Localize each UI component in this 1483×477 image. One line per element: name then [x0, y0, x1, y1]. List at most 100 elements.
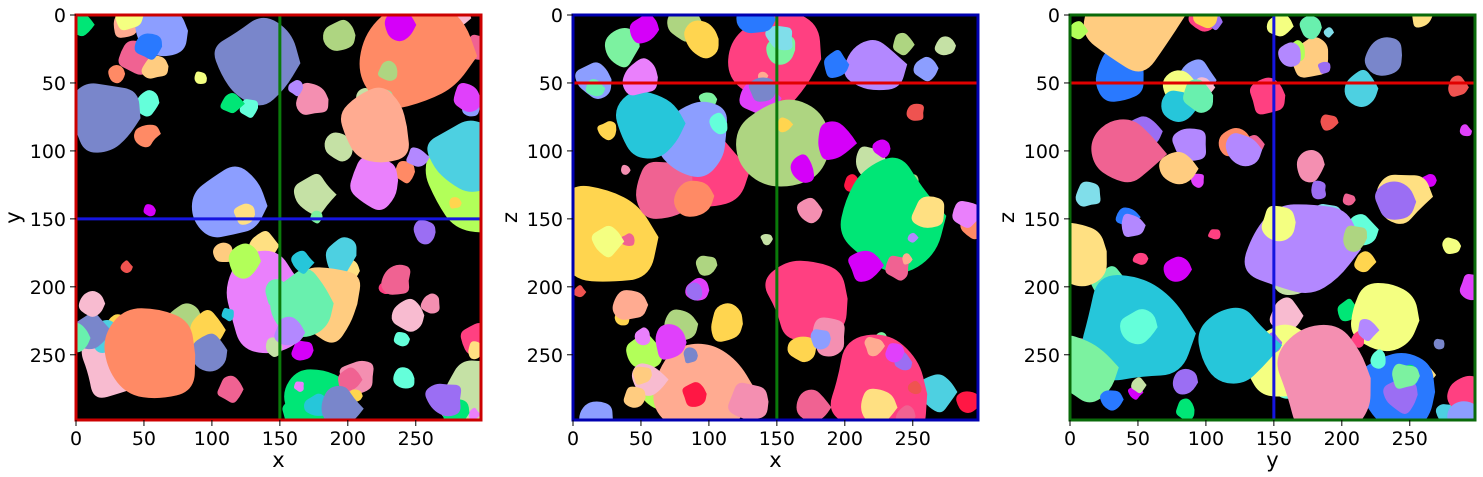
x-tick-label: 250 [895, 428, 931, 450]
label-region [143, 204, 156, 217]
y-axis-label: z [498, 212, 522, 223]
label-region [217, 375, 244, 403]
label-region [291, 250, 315, 274]
label-region [141, 55, 169, 79]
label-region [1343, 225, 1367, 252]
label-region [810, 329, 831, 350]
label-region [1163, 256, 1192, 282]
label-region [1070, 335, 1119, 403]
label-region [872, 139, 891, 158]
label-region [956, 391, 978, 413]
label-region [760, 234, 773, 246]
label-region [1191, 173, 1204, 188]
label-region [1083, 15, 1186, 72]
label-region [728, 382, 769, 420]
x-tick-label: 50 [629, 428, 653, 450]
label-region [597, 121, 617, 141]
label-region [350, 156, 399, 210]
y-tick-label: 0 [54, 5, 66, 27]
label-region [449, 197, 462, 209]
label-region [612, 290, 649, 320]
label-region [686, 282, 703, 301]
label-region [796, 389, 832, 420]
label-region [1459, 124, 1472, 137]
label-region [377, 60, 398, 81]
label-region [906, 103, 924, 121]
x-tick-label: 250 [1392, 428, 1428, 450]
y-tick-label: 50 [539, 73, 563, 95]
label-region [76, 322, 91, 353]
x-tick-label: 0 [1064, 428, 1076, 450]
label-region [1358, 318, 1380, 342]
label-region [1344, 69, 1379, 108]
label-region [1320, 114, 1339, 131]
y-tick-label: 200 [527, 277, 563, 299]
label-region [1383, 378, 1418, 414]
y-tick-label: 50 [42, 73, 66, 95]
x-tick-label: 200 [330, 428, 366, 450]
label-region [1249, 77, 1286, 115]
x-tick-label: 50 [132, 428, 156, 450]
x-tick-label: 50 [1126, 428, 1150, 450]
label-region [634, 327, 651, 346]
x-tick-label: 150 [262, 428, 298, 450]
label-region [1375, 181, 1417, 220]
label-region [384, 15, 417, 42]
label-region [76, 83, 141, 153]
label-region [1459, 274, 1475, 301]
label-region [1269, 297, 1304, 332]
label-region [902, 253, 913, 265]
y-axis-label: z [995, 212, 1019, 223]
label-region [453, 82, 481, 113]
y-tick-label: 100 [30, 141, 66, 163]
panel-xz: 0 50 100 150 200 250 0 50 100 150 200 250 x z [498, 5, 980, 472]
label-region [1070, 222, 1107, 287]
label-region [934, 36, 956, 56]
label-region [620, 233, 635, 246]
label-region [861, 388, 898, 420]
label-region [790, 154, 815, 183]
label-region [293, 173, 337, 216]
y-tick-label: 250 [1024, 345, 1060, 367]
label-region [1370, 349, 1386, 369]
label-region [1323, 27, 1334, 38]
label-region [629, 15, 660, 44]
label-region [427, 120, 481, 192]
label-region [1392, 363, 1420, 389]
label-region [136, 90, 160, 117]
x-tick-label: 250 [398, 428, 434, 450]
label-region [1299, 15, 1322, 40]
y-tick-label: 150 [30, 209, 66, 231]
x-axis-label: x [769, 448, 781, 472]
label-region [885, 343, 905, 363]
label-region [406, 147, 430, 167]
label-region [291, 340, 314, 361]
label-region [632, 366, 652, 385]
label-region [1070, 21, 1089, 40]
label-region [321, 385, 364, 420]
label-region [615, 90, 686, 159]
y-tick-label: 250 [527, 345, 563, 367]
label-region [1433, 338, 1445, 350]
label-region [709, 112, 728, 135]
label-region [777, 117, 794, 133]
label-region [622, 58, 658, 96]
label-region [413, 219, 436, 245]
label-region [282, 401, 304, 420]
label-region [840, 157, 947, 273]
label-region [626, 333, 664, 369]
label-region [393, 331, 410, 347]
y-tick-label: 150 [1024, 209, 1060, 231]
label-region [824, 50, 850, 78]
label-region [848, 250, 884, 282]
label-region [623, 386, 646, 408]
label-region [1198, 307, 1283, 384]
label-region [1447, 401, 1475, 420]
label-region [213, 242, 233, 262]
label-region [468, 341, 481, 360]
label-region [1176, 398, 1195, 420]
panel-frame [74, 13, 483, 422]
label-region [579, 401, 613, 420]
y-tick-label: 0 [551, 5, 563, 27]
